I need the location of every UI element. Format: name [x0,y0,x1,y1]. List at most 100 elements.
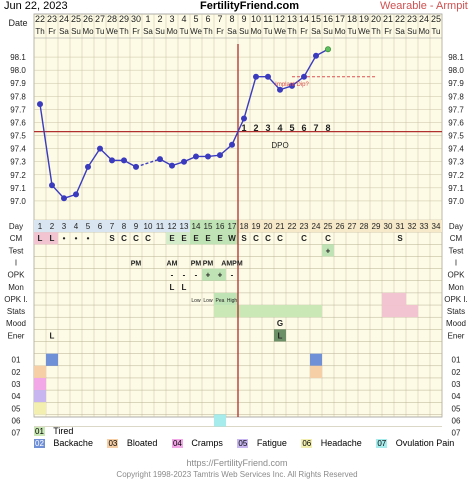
opk-positive-cell [202,268,226,281]
temp-tick-right: 97.9 [448,79,464,88]
weekday-cell: Th [35,27,44,36]
weekday-cell: Th [203,27,212,36]
row-value-opkl: Low [203,298,213,304]
temp-line-segment [303,55,317,78]
row-value-opkl: Pea [216,298,225,304]
row-value-i: AMPM [221,260,243,267]
temp-tick-right: 97.6 [448,118,464,127]
cm-cell: • [75,234,78,243]
row-label-left: Ener [8,331,25,340]
temp-tick-right: 97.3 [448,158,464,167]
row-value-ener: L [278,331,283,340]
date-cell: 13 [287,14,297,24]
date-cell: 24 [59,14,69,24]
temp-tick-right: 97.8 [448,92,464,101]
weekday-cell: Tu [347,27,356,36]
cycle-day: 6 [98,222,103,231]
legend-item-07: 07 Ovulation Pain [376,438,455,448]
opk-level-cell [214,292,238,306]
date-cell: 15 [311,14,321,24]
cm-fertile-cell [190,232,202,245]
footer-url[interactable]: https://FertilityFriend.com [186,458,288,468]
temp-tick-right: 97.4 [448,145,464,154]
cycle-day: 25 [324,222,333,231]
cm-cell: C [265,234,271,243]
weekday-cell: Su [155,27,165,36]
row-label-left: Stats [7,307,25,316]
date-cell: 4 [181,14,186,24]
cycle-day: 30 [384,222,393,231]
cm-egg-cell [166,232,190,245]
cm-cell: C [133,234,139,243]
symptom-row-label: 01 [12,356,21,365]
row-value-opk: - [195,271,198,280]
cycle-day: 21 [276,222,285,231]
date-cell: 12 [275,14,285,24]
cm-fertile-cell [202,232,214,245]
row-label-right: I [455,258,457,267]
temp-tick-left: 98.1 [10,53,26,62]
row-value-opk: + [218,271,223,280]
dpo-number: 5 [289,123,294,133]
cm-cell: E [169,234,175,243]
date-cell: 10 [251,14,261,24]
temp-line-segment [75,166,89,195]
cm-cell: C [277,234,283,243]
cycle-day: 1 [38,222,43,231]
cycle-day: 4 [74,222,79,231]
cycle-day: 2 [50,222,55,231]
cm-period-cell [34,232,58,245]
ener-cell [274,329,286,342]
row-label-right: Mood [446,319,466,328]
temp-tick-left: 97.3 [10,158,26,167]
date-cell: 23 [47,14,57,24]
cycle-day: 32 [408,222,417,231]
row-value-mon: L [182,283,187,292]
date-cell: 21 [383,14,393,24]
temp-tick-left: 97.8 [10,92,26,101]
symptom-row-label-right: 03 [452,380,461,389]
weekday-cell: Tu [431,27,440,36]
weekday-cell: Fr [300,27,308,36]
weekday-cell: Mo [250,27,262,36]
site-title: FertilityFriend.com [200,0,300,12]
row-label-right: Ener [448,331,465,340]
footer-copyright: Copyright 1998-2023 Tamtris Web Services… [116,470,358,479]
row-label-right: OPK [448,271,466,280]
temp-tick-left: 97.1 [10,184,26,193]
weekday-cell: We [106,27,118,36]
row-label-right: Mon [448,283,464,292]
cycle-day: 8 [122,222,127,231]
weekday-cell: Th [119,27,128,36]
weekday-cell: Th [287,27,296,36]
date-cell: 30 [131,14,141,24]
temp-point [132,163,139,170]
weekday-cell: Tu [263,27,272,36]
temp-point [312,52,319,59]
temp-line-segment [87,148,101,168]
temp-line-segment [39,104,53,186]
cm-fertile-cell [214,232,226,245]
temp-tick-right: 97.2 [448,171,464,180]
symptom-row-label: 05 [12,404,21,413]
symptom-row-label-right: 04 [452,392,461,401]
symptom-cell [310,353,322,366]
temp-tick-left: 97.7 [10,105,26,114]
row-label-left: Test [9,246,24,255]
cycle-day: 24 [312,222,321,231]
date-cell: 22 [395,14,405,24]
symptom-row-label-right: 05 [452,404,461,413]
implant-dip-label: Implant Dip? [275,82,309,88]
day-row-luteal [238,220,442,233]
legend-item-03: 03 Bloated [107,438,158,448]
date-cell: 20 [371,14,381,24]
weekday-cell: Mo [82,27,94,36]
cycle-day: 11 [156,222,165,231]
temp-point [61,195,68,202]
row-label-left: CM [10,234,23,243]
temp-point [288,82,295,89]
weekday-cell: We [358,27,370,36]
row-value-test: + [326,246,331,255]
row-value-i: PM [203,260,214,267]
row-value-opk: - [171,271,174,280]
